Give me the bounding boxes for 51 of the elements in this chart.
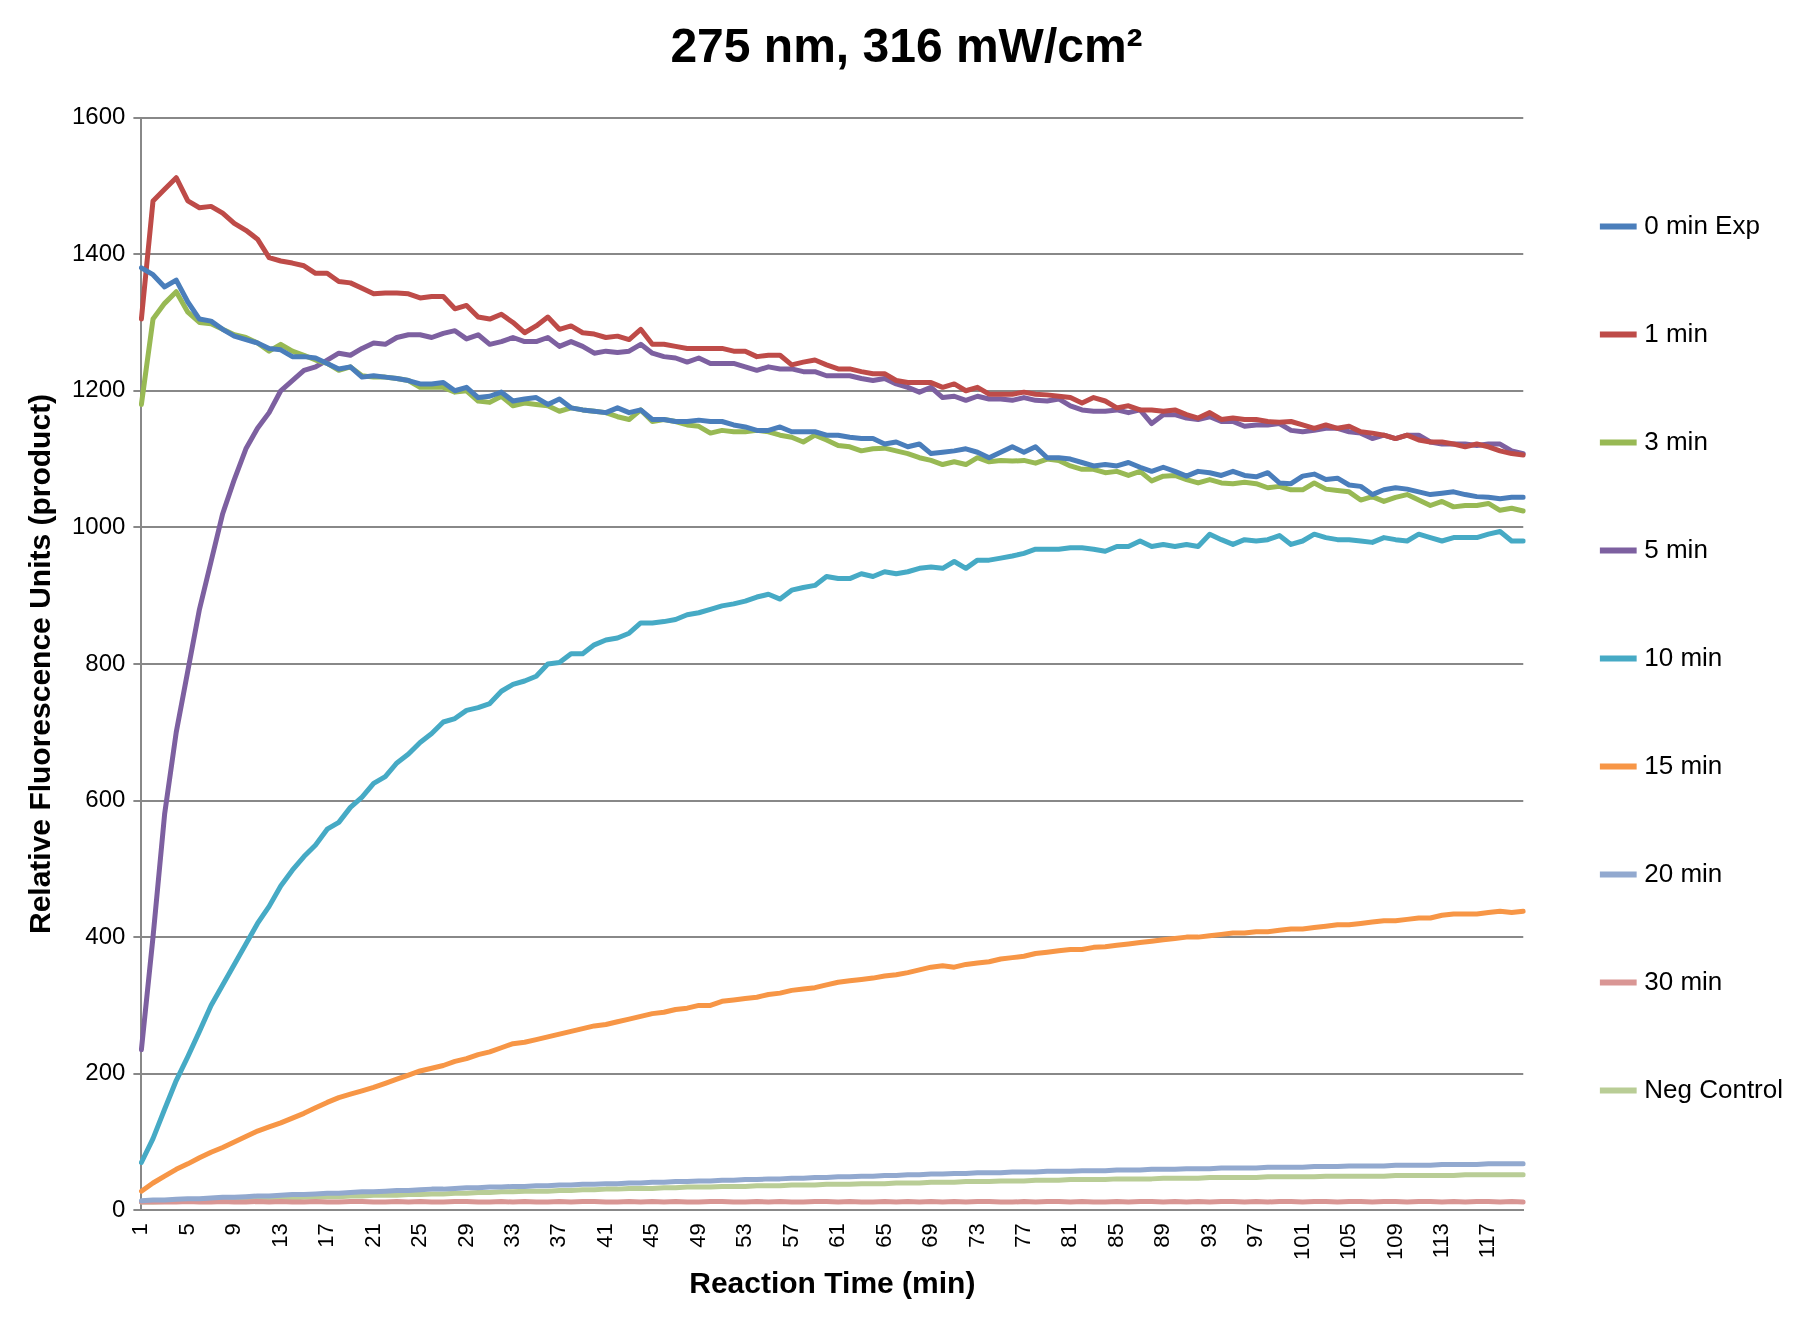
x-tick-label: 65 xyxy=(870,1223,896,1248)
x-tick-label: 25 xyxy=(406,1223,432,1248)
x-tick-label: 29 xyxy=(452,1223,478,1248)
y-tick-label: 600 xyxy=(85,785,126,813)
x-tick-label: 45 xyxy=(638,1223,664,1248)
x-tick-label: 5 xyxy=(173,1223,199,1236)
x-tick-label: 93 xyxy=(1195,1223,1221,1248)
legend-label: 5 min xyxy=(1644,533,1708,564)
x-tick-label: 117 xyxy=(1474,1223,1500,1259)
x-tick-label: 33 xyxy=(499,1223,525,1248)
x-tick-label: 69 xyxy=(917,1223,943,1248)
x-tick-label: 105 xyxy=(1335,1223,1361,1261)
x-tick-label: 61 xyxy=(824,1223,850,1248)
x-tick-label: 85 xyxy=(1102,1223,1128,1248)
x-tick-label: 13 xyxy=(266,1223,292,1248)
legend-label: 0 min Exp xyxy=(1644,209,1760,240)
x-tick-label: 101 xyxy=(1288,1223,1314,1261)
x-tick-label: 113 xyxy=(1428,1223,1454,1259)
x-axis-title: Reaction Time (min) xyxy=(689,1266,976,1300)
x-tick-label: 53 xyxy=(731,1223,757,1248)
x-tick-label: 89 xyxy=(1149,1223,1175,1248)
y-tick-label: 200 xyxy=(85,1058,126,1086)
x-tick-label: 73 xyxy=(963,1223,989,1248)
y-tick-label: 1000 xyxy=(72,511,126,539)
y-tick-label: 1400 xyxy=(72,238,126,266)
x-tick-label: 57 xyxy=(777,1223,803,1248)
y-tick-label: 1600 xyxy=(72,102,126,130)
chart-title: 275 nm, 316 mW/cm² xyxy=(670,19,1143,73)
legend-label: Neg Control xyxy=(1644,1073,1783,1104)
y-tick-label: 0 xyxy=(112,1194,126,1222)
y-tick-label: 1200 xyxy=(72,375,126,403)
legend-label: 15 min xyxy=(1644,749,1723,780)
legend-label: 30 min xyxy=(1644,965,1723,996)
x-tick-label: 21 xyxy=(359,1223,385,1248)
x-tick-label: 37 xyxy=(545,1223,571,1248)
legend-label: 3 min xyxy=(1644,425,1708,456)
x-tick-label: 97 xyxy=(1242,1223,1268,1248)
legend-label: 20 min xyxy=(1644,857,1723,888)
x-tick-label: 109 xyxy=(1381,1223,1407,1261)
x-tick-label: 41 xyxy=(591,1223,617,1248)
y-axis-title: Relative Fluorescence Units (product) xyxy=(23,393,57,935)
x-tick-label: 9 xyxy=(220,1223,246,1236)
x-tick-label: 49 xyxy=(684,1223,710,1248)
y-tick-label: 400 xyxy=(85,921,126,949)
legend-label: 1 min xyxy=(1644,317,1708,348)
x-tick-label: 81 xyxy=(1056,1223,1082,1248)
x-tick-label: 77 xyxy=(1010,1223,1035,1248)
y-tick-label: 800 xyxy=(85,648,126,676)
x-tick-label: 17 xyxy=(313,1223,339,1248)
legend-label: 10 min xyxy=(1644,641,1723,672)
x-tick-label: 1 xyxy=(127,1223,153,1236)
